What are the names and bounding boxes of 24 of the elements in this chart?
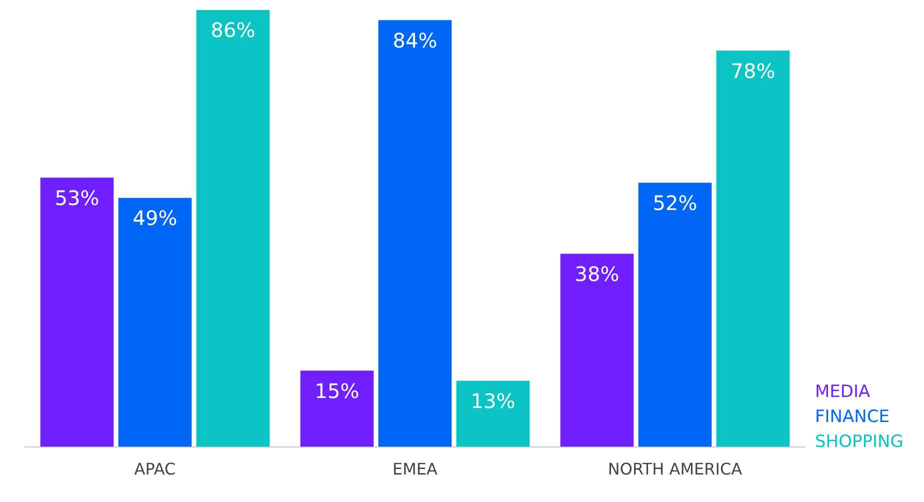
bar: [196, 10, 270, 447]
bar: [638, 182, 712, 447]
data-label: 53%: [54, 186, 100, 210]
data-label: 52%: [652, 190, 698, 215]
bar: [118, 198, 192, 447]
bar: [716, 50, 790, 447]
bar: [40, 178, 114, 447]
bar: [456, 380, 530, 447]
data-label: 38%: [574, 262, 620, 286]
data-label: 15%: [314, 378, 360, 403]
series-label: SHOPPING: [815, 431, 904, 454]
text: MEDIA: [815, 381, 872, 404]
data-label: 78%: [730, 58, 776, 83]
x-tick-label: NORTH AMERICA: [608, 460, 742, 479]
x-tick-label: APAC: [134, 460, 176, 479]
bar: [560, 254, 634, 447]
data-label: 86%: [210, 18, 256, 42]
data-label: 84%: [392, 28, 438, 52]
data-label: 49%: [132, 206, 178, 230]
text: FINANCE: [815, 406, 890, 429]
bar: [378, 20, 452, 447]
bar: [300, 370, 374, 447]
x-tick-label: EMEA: [392, 460, 438, 479]
data-label: 13%: [470, 388, 516, 413]
